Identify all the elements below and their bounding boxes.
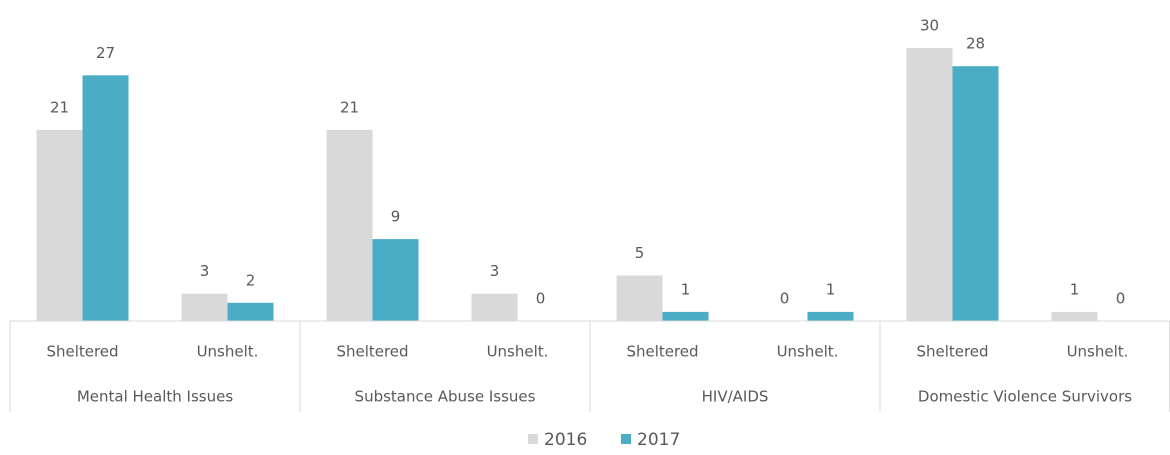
x-tick-label: Sheltered (46, 343, 118, 361)
value-label: 30 (920, 17, 939, 35)
bar (807, 311, 854, 321)
value-label: 0 (780, 290, 790, 308)
group-label: Substance Abuse Issues (355, 388, 536, 406)
legend-swatch (621, 434, 631, 444)
bar (662, 311, 709, 321)
legend-swatch (528, 434, 538, 444)
value-label: 9 (391, 208, 401, 226)
bar (227, 302, 274, 321)
x-tick-label: Unshelt. (487, 343, 549, 361)
value-label: 27 (96, 44, 115, 62)
group-label: Mental Health Issues (77, 388, 233, 406)
x-tick-label: Unshelt. (777, 343, 839, 361)
bar (36, 129, 83, 321)
value-label: 1 (1070, 280, 1080, 298)
bar (952, 66, 999, 321)
value-label: 21 (340, 98, 359, 116)
bar (326, 129, 373, 321)
value-label: 3 (490, 262, 500, 280)
value-label: 3 (200, 262, 210, 280)
x-tick-label: Sheltered (336, 343, 408, 361)
value-label: 0 (536, 290, 546, 308)
bar (181, 293, 228, 321)
value-label: 1 (826, 280, 836, 298)
bar (1051, 311, 1098, 321)
bar (372, 239, 419, 321)
bar (616, 275, 663, 321)
legend-label: 2017 (637, 430, 680, 450)
group-label: HIV/AIDS (702, 388, 769, 406)
value-label: 21 (50, 98, 69, 116)
group-label: Domestic Violence Survivors (918, 388, 1132, 406)
bar (471, 293, 518, 321)
bar (906, 48, 953, 321)
value-label: 0 (1116, 290, 1126, 308)
x-tick-label: Unshelt. (197, 343, 259, 361)
x-tick-label: Sheltered (626, 343, 698, 361)
x-tick-label: Unshelt. (1067, 343, 1129, 361)
value-label: 2 (246, 271, 256, 289)
value-label: 1 (681, 280, 691, 298)
value-label: 5 (635, 244, 645, 262)
bar (82, 75, 129, 321)
legend-label: 2016 (544, 430, 587, 450)
x-tick-label: Sheltered (916, 343, 988, 361)
value-label: 28 (966, 35, 985, 53)
